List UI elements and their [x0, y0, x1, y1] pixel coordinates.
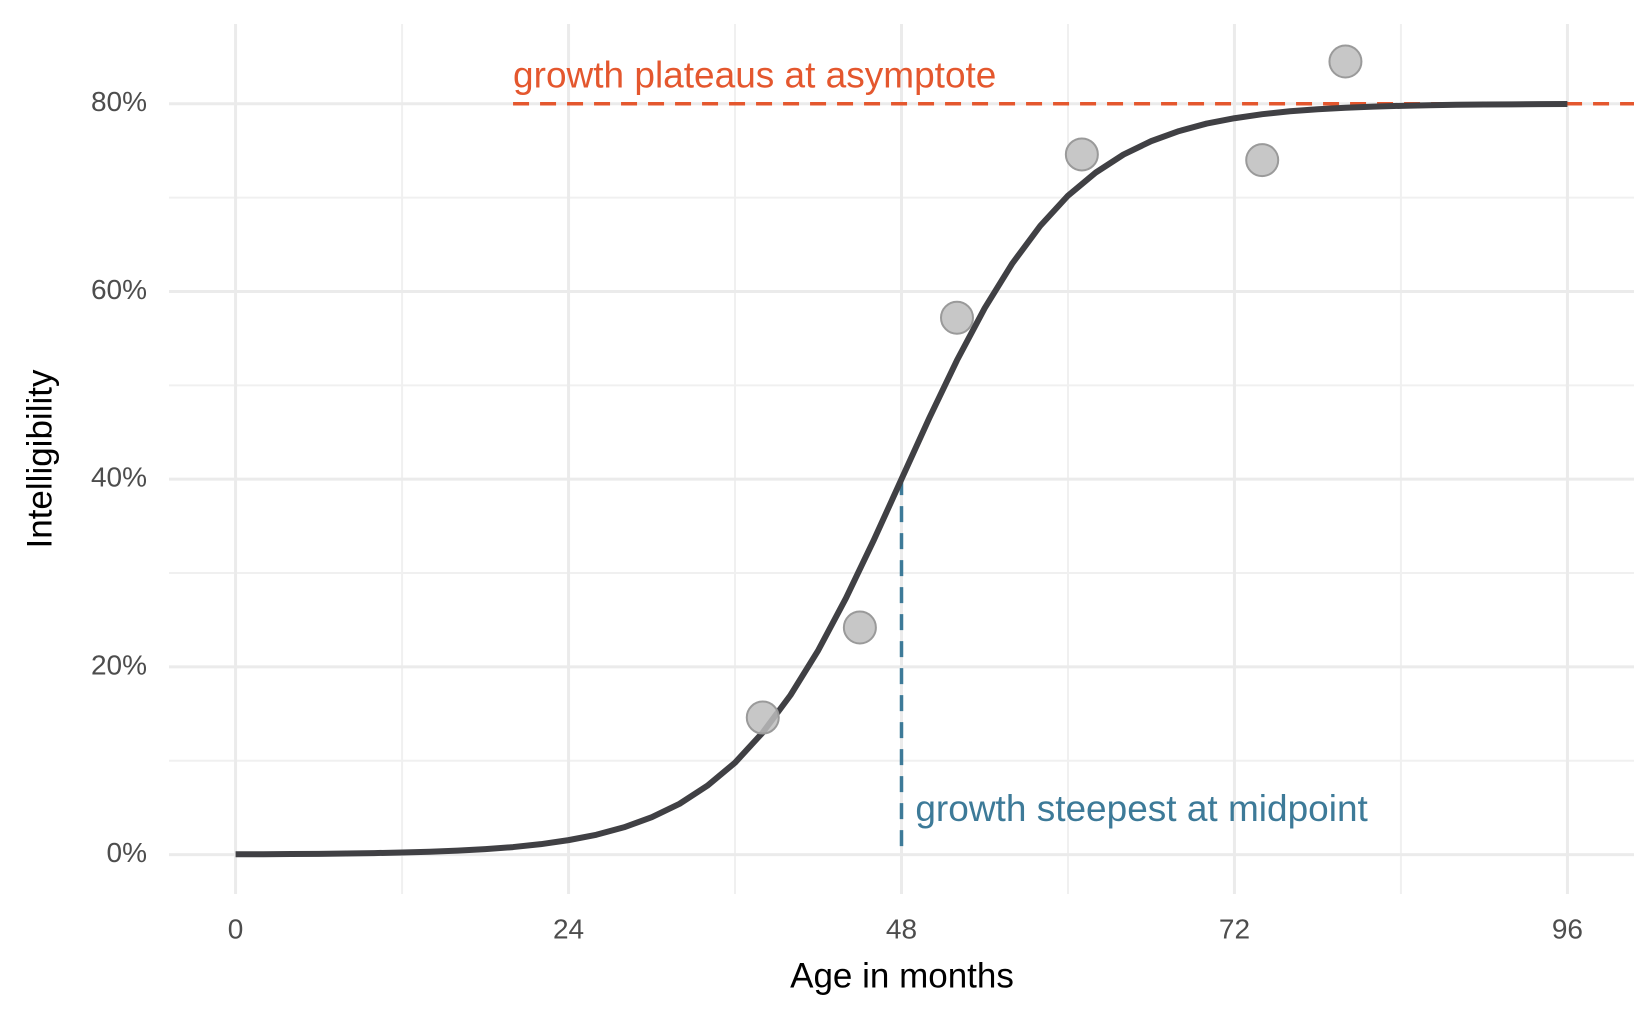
y-tick-label: 40% [91, 462, 147, 493]
data-point [1245, 143, 1280, 178]
y-tick-label: 80% [91, 86, 147, 117]
x-tick-label: 48 [886, 913, 917, 944]
y-axis-title: Intelligibility [20, 369, 59, 548]
data-point [842, 610, 877, 645]
y-tick-label: 60% [91, 274, 147, 305]
fitted-curve [235, 101, 1568, 858]
y-tick-label: 20% [91, 649, 147, 680]
x-tick-label: 96 [1552, 913, 1583, 944]
midpoint-label: growth steepest at midpoint [915, 788, 1368, 829]
x-tick-label: 24 [553, 913, 584, 944]
x-axis-title: Age in months [790, 956, 1014, 995]
asymptote-label: growth plateaus at asymptote [513, 54, 996, 95]
x-tick-label: 0 [228, 913, 244, 944]
data-point [939, 300, 974, 335]
data-point [1064, 137, 1099, 172]
y-tick-label: 0% [107, 837, 147, 868]
data-point [745, 700, 780, 735]
data-point [1328, 44, 1363, 79]
x-tick-label: 72 [1219, 913, 1250, 944]
